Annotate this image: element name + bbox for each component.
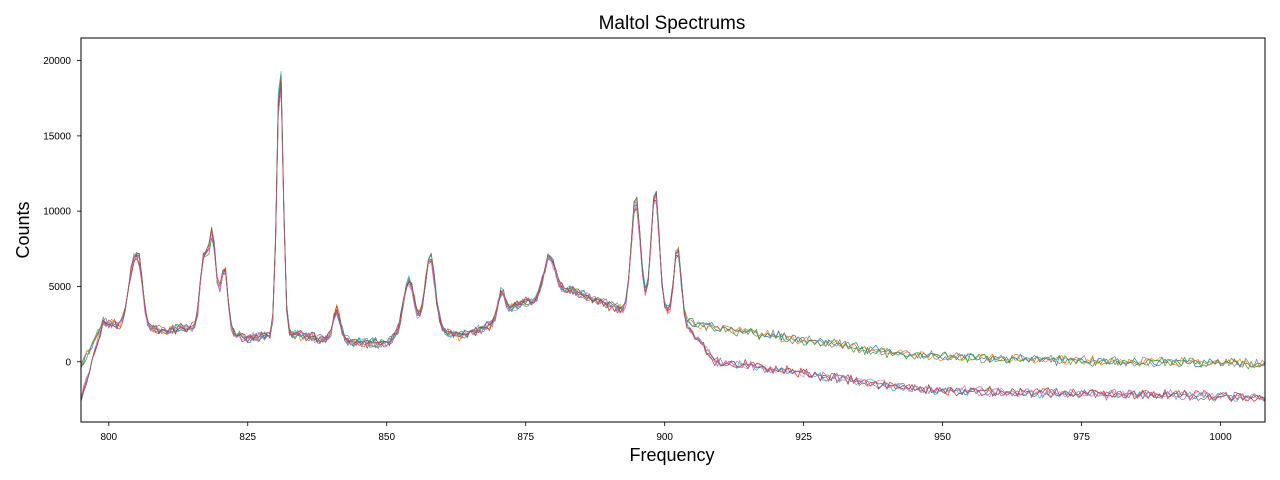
spectrum-series-line bbox=[81, 75, 1265, 402]
y-tick-label: 10000 bbox=[43, 207, 71, 218]
y-axis-ticks: 0 5000 10000 15000 20000 bbox=[43, 56, 81, 368]
x-tick-label: 1000 bbox=[1209, 432, 1232, 443]
x-axis-ticks: 800 825 850 875 900 925 950 975 1000 bbox=[100, 422, 1232, 443]
x-tick-label: 875 bbox=[517, 432, 534, 443]
spectrum-series-line bbox=[81, 90, 1265, 370]
spectrum-series-line bbox=[81, 82, 1265, 368]
spectrum-series-line bbox=[81, 74, 1265, 368]
spectrum-series-line bbox=[81, 71, 1265, 402]
x-tick-label: 900 bbox=[656, 432, 673, 443]
spectrum-series-line bbox=[81, 80, 1265, 368]
x-tick-label: 800 bbox=[100, 432, 117, 443]
y-tick-label: 15000 bbox=[43, 131, 71, 142]
x-tick-label: 925 bbox=[795, 432, 812, 443]
x-tick-label: 975 bbox=[1073, 432, 1090, 443]
y-tick-label: 20000 bbox=[43, 56, 71, 67]
spectrum-series-line bbox=[81, 78, 1265, 402]
y-tick-label: 5000 bbox=[49, 282, 72, 293]
chart-title: Maltol Spectrums bbox=[599, 13, 746, 34]
y-tick-label: 0 bbox=[65, 357, 71, 368]
spectrum-series-line bbox=[81, 86, 1265, 402]
x-axis-label: Frequency bbox=[629, 445, 714, 465]
x-tick-label: 825 bbox=[239, 432, 256, 443]
x-tick-label: 950 bbox=[934, 432, 951, 443]
series-layer bbox=[81, 71, 1265, 402]
plot-frame bbox=[80, 37, 1266, 423]
spectrum-series-line bbox=[81, 90, 1265, 402]
x-tick-label: 850 bbox=[378, 432, 395, 443]
y-axis-label: Counts bbox=[13, 201, 33, 258]
